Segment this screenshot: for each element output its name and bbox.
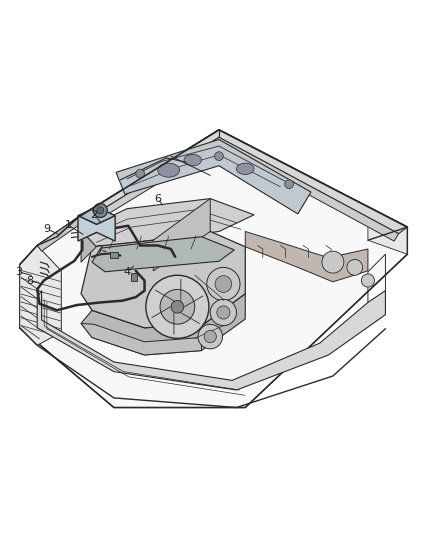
Circle shape bbox=[146, 275, 209, 338]
Polygon shape bbox=[81, 324, 201, 355]
Text: 7: 7 bbox=[96, 245, 103, 255]
Ellipse shape bbox=[184, 155, 201, 166]
Polygon shape bbox=[20, 130, 407, 408]
Circle shape bbox=[204, 330, 216, 343]
Circle shape bbox=[215, 276, 232, 292]
Circle shape bbox=[207, 268, 240, 301]
Polygon shape bbox=[37, 217, 81, 251]
Polygon shape bbox=[116, 140, 311, 214]
Polygon shape bbox=[81, 231, 96, 262]
Polygon shape bbox=[81, 231, 245, 328]
Ellipse shape bbox=[158, 163, 180, 177]
Polygon shape bbox=[78, 130, 407, 233]
Circle shape bbox=[198, 324, 223, 349]
Bar bbox=[110, 253, 118, 258]
Circle shape bbox=[285, 180, 293, 189]
Polygon shape bbox=[245, 231, 368, 282]
Bar bbox=[131, 273, 137, 280]
Circle shape bbox=[160, 289, 195, 324]
Circle shape bbox=[322, 251, 344, 273]
Text: 2: 2 bbox=[91, 210, 98, 220]
Circle shape bbox=[171, 301, 184, 313]
Circle shape bbox=[215, 152, 223, 160]
Text: 6: 6 bbox=[154, 193, 161, 204]
Ellipse shape bbox=[237, 163, 254, 174]
Polygon shape bbox=[81, 199, 254, 247]
Polygon shape bbox=[81, 294, 245, 355]
Circle shape bbox=[210, 300, 237, 326]
Text: 8: 8 bbox=[26, 276, 33, 286]
Polygon shape bbox=[37, 290, 385, 390]
Polygon shape bbox=[153, 199, 210, 271]
Circle shape bbox=[217, 306, 230, 319]
Text: 1: 1 bbox=[64, 220, 71, 230]
Polygon shape bbox=[20, 246, 61, 345]
Text: 4: 4 bbox=[124, 266, 131, 277]
Polygon shape bbox=[368, 214, 407, 254]
Circle shape bbox=[93, 204, 107, 217]
Text: 3: 3 bbox=[15, 266, 22, 277]
Polygon shape bbox=[78, 207, 115, 224]
Circle shape bbox=[136, 169, 145, 178]
Circle shape bbox=[347, 260, 363, 275]
Polygon shape bbox=[92, 237, 234, 272]
Circle shape bbox=[97, 207, 104, 214]
Circle shape bbox=[361, 274, 374, 287]
Polygon shape bbox=[78, 216, 115, 241]
Polygon shape bbox=[80, 138, 399, 241]
Text: 9: 9 bbox=[44, 224, 51, 235]
